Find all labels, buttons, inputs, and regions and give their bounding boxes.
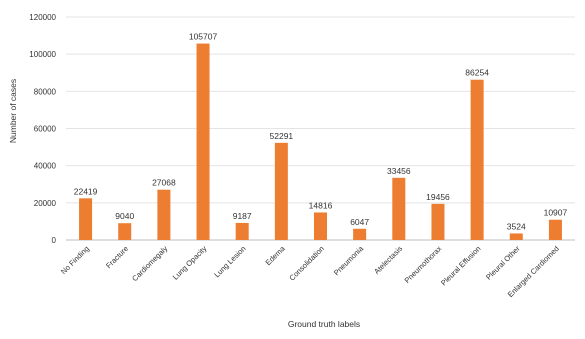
x-tick-label: Pneumothorax <box>403 244 444 285</box>
bar <box>314 212 327 240</box>
bar <box>470 79 484 240</box>
bar <box>431 203 445 240</box>
data-label: 10907 <box>544 208 568 218</box>
y-tick-label: 120000 <box>29 13 56 22</box>
x-tick-label: Cardiomegaly <box>130 244 169 283</box>
data-labels: 22419 9040 27068 105707 9187 52291 14816 6047 33… <box>74 32 568 232</box>
data-label: 6047 <box>350 217 369 227</box>
bar <box>392 177 406 240</box>
x-tick-label: Pneumonia <box>332 243 366 277</box>
gridlines <box>66 16 575 241</box>
y-tick-label: 20000 <box>34 199 57 208</box>
y-tick-label: 100000 <box>29 50 56 59</box>
x-tick-label: No Finding <box>59 244 91 276</box>
x-tick-label: Pleural Effusion <box>439 244 482 287</box>
data-label: 22419 <box>74 186 98 196</box>
y-tick-label: 0 <box>52 236 57 245</box>
bar <box>79 198 93 240</box>
data-label: 14816 <box>309 200 333 210</box>
x-tick-label: Lung Lesion <box>212 244 247 279</box>
bar <box>274 142 288 240</box>
data-label: 52291 <box>270 131 294 141</box>
data-label: 3524 <box>507 221 526 231</box>
bar <box>353 228 367 240</box>
bar <box>548 219 562 240</box>
bar <box>157 189 171 240</box>
x-axis-title: Ground truth labels <box>288 319 360 329</box>
bars <box>79 43 562 240</box>
bar <box>196 43 210 240</box>
data-label: 27068 <box>152 178 176 188</box>
x-tick-label: Lung Opacity <box>171 244 209 282</box>
y-tick-label: 80000 <box>34 87 57 96</box>
y-axis-title: Number of cases <box>8 79 18 143</box>
y-axis-ticks: 0 20000 40000 60000 80000 100000 120000 <box>29 13 56 245</box>
data-label: 86254 <box>465 68 489 78</box>
data-label: 33456 <box>387 166 411 176</box>
bar <box>235 222 249 240</box>
data-label: 9040 <box>115 211 134 221</box>
x-tick-label: Edema <box>264 243 288 267</box>
x-axis-labels: No Finding Fracture Cardiomegaly Lung Opaci… <box>59 243 561 299</box>
x-tick-label: Atelectasis <box>372 244 404 276</box>
x-tick-label: Fracture <box>104 244 130 270</box>
y-tick-label: 60000 <box>34 125 57 134</box>
data-label: 19456 <box>426 192 450 202</box>
data-label: 105707 <box>189 32 218 42</box>
bar <box>509 233 523 240</box>
data-label: 9187 <box>233 211 252 221</box>
y-tick-label: 40000 <box>34 162 57 171</box>
x-tick-label: Pleural Other <box>484 244 522 282</box>
x-tick-label: Consolidation <box>287 244 326 283</box>
bar <box>118 223 132 240</box>
